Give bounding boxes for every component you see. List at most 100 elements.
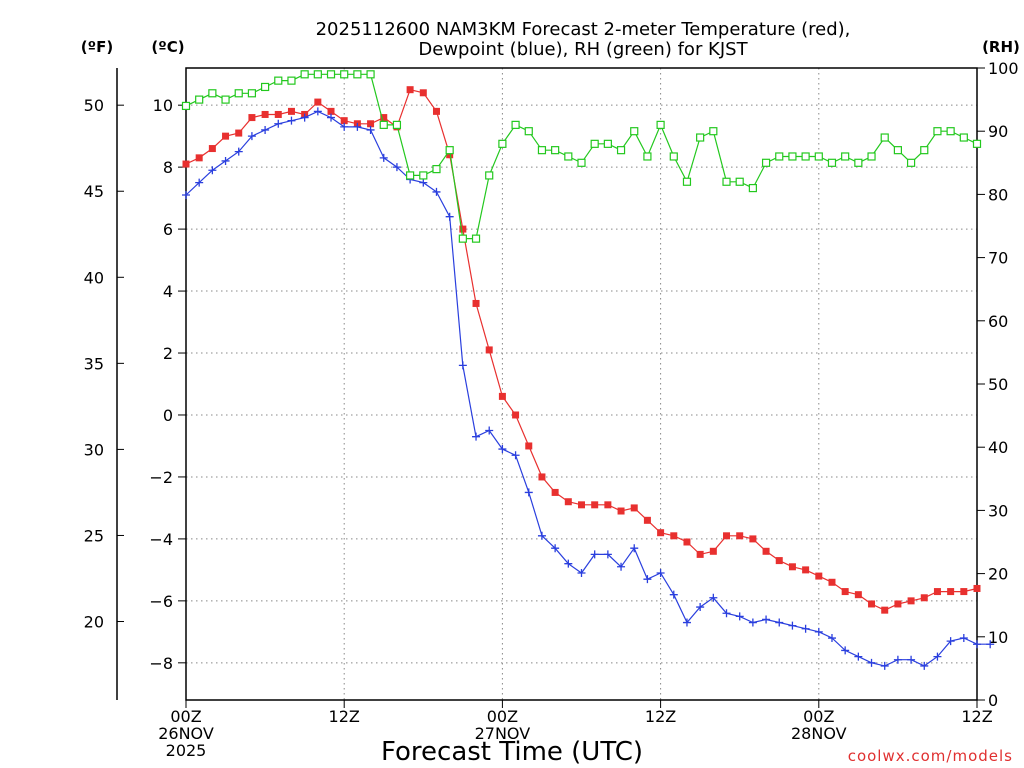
rh-point <box>274 76 283 85</box>
temperature-point <box>947 588 955 596</box>
dewpoint-point <box>696 603 705 612</box>
dewpoint-point <box>907 655 916 664</box>
rh-tick-label: 80 <box>988 185 1008 204</box>
celsius-tick-label: 6 <box>163 220 173 239</box>
rh-point <box>208 89 217 98</box>
temperature-point <box>643 516 651 524</box>
temperature-point <box>788 563 796 571</box>
rh-point <box>643 152 652 161</box>
axis-ticks: 1086420−2−4−6−85045403530252010090807060… <box>84 59 1019 760</box>
rh-point <box>933 127 942 136</box>
time-tick-label: 28NOV <box>791 724 847 743</box>
temperature-point <box>920 594 928 602</box>
temperature-point <box>512 411 520 419</box>
dewpoint-point <box>669 590 678 599</box>
rh-tick-label: 0 <box>988 691 998 710</box>
temperature-point <box>472 299 480 307</box>
temperature-point <box>723 532 731 540</box>
dewpoint-point <box>524 488 533 497</box>
fahrenheit-unit-label: (ºF) <box>81 38 113 56</box>
temperature-line <box>185 88 978 611</box>
temperature-point <box>182 160 190 168</box>
rh-point <box>458 234 467 243</box>
dewpoint-point <box>353 122 362 131</box>
dewpoint-point <box>300 113 309 122</box>
fahrenheit-tick-label: 30 <box>84 440 104 459</box>
credit-link[interactable]: coolwx.com/models <box>848 747 1013 765</box>
rh-point <box>195 95 204 104</box>
dewpoint-point <box>379 153 388 162</box>
rh-tick-label: 60 <box>988 312 1008 331</box>
dewpoint-point <box>313 107 322 116</box>
temperature-point <box>683 538 691 546</box>
dewpoint-point <box>564 559 573 568</box>
rh-point <box>656 120 665 129</box>
rh-point <box>261 82 270 92</box>
time-tick-label: 26NOV <box>158 724 214 743</box>
time-tick-label: 2025 <box>166 741 207 760</box>
dewpoint-point <box>445 212 454 221</box>
dewpoint-point <box>327 113 336 122</box>
dewpoint-point <box>590 550 599 559</box>
dewpoint-point <box>959 634 968 643</box>
dewpoint-point <box>920 661 929 670</box>
temperature-point <box>222 132 230 140</box>
rh-point <box>300 70 309 79</box>
rh-point <box>234 89 243 98</box>
rh-point <box>392 120 402 129</box>
rh-point <box>379 120 388 129</box>
rh-point <box>181 101 191 111</box>
rh-point <box>366 70 375 79</box>
dewpoint-point <box>841 646 850 655</box>
temperature-point <box>564 498 572 506</box>
rh-point <box>722 177 731 186</box>
temperature-point <box>432 107 440 115</box>
rh-tick-label: 20 <box>988 565 1008 584</box>
dewpoint-point <box>814 627 823 636</box>
time-tick-label: 12Z <box>961 707 992 726</box>
rh-point <box>735 177 744 186</box>
temperature-point <box>894 600 902 608</box>
rh-point <box>761 158 771 167</box>
dewpoint-point <box>643 575 652 584</box>
rh-point <box>485 171 494 180</box>
dewpoint-point <box>195 178 204 187</box>
celsius-unit-label: (ºC) <box>151 38 184 56</box>
temperature-point <box>670 532 678 540</box>
dewpoint-point <box>234 147 243 156</box>
rh-tick-label: 100 <box>988 59 1019 78</box>
rh-point <box>326 70 336 79</box>
temperature-point <box>868 600 876 608</box>
dewpoint-line <box>185 110 991 667</box>
dewpoint-point <box>261 125 270 134</box>
time-tick-label: 27NOV <box>475 724 531 743</box>
rh-point <box>669 152 678 161</box>
temperature-point <box>208 145 216 153</box>
dewpoint-point <box>775 618 784 627</box>
temperature-point <box>367 120 375 128</box>
time-tick-label: 00Z <box>803 707 834 726</box>
temperature-point <box>815 572 823 580</box>
dewpoint-point <box>682 618 691 627</box>
rh-point <box>340 70 349 79</box>
rh-tick-label: 40 <box>988 438 1008 457</box>
rh-point <box>551 146 560 155</box>
time-tick-label: 00Z <box>170 707 201 726</box>
dewpoint-point <box>933 652 942 661</box>
celsius-tick-label: 8 <box>163 158 173 177</box>
dewpoint-point <box>986 640 995 649</box>
rh-point <box>880 133 889 142</box>
dewpoint-point <box>617 562 626 571</box>
rh-point <box>445 146 454 155</box>
rh-point <box>630 127 639 136</box>
rh-point <box>709 127 718 136</box>
temperature-point <box>630 504 638 512</box>
time-tick-label: 12Z <box>645 707 676 726</box>
chart-title-line-2: Dewpoint (blue), RH (green) for KJST <box>418 39 748 60</box>
dewpoint-point <box>735 612 744 621</box>
chart-title-line-1: 2025112600 NAM3KM Forecast 2-meter Tempe… <box>316 19 851 40</box>
rh-point <box>616 146 626 155</box>
temperature-point <box>380 114 388 122</box>
rh-point <box>748 183 757 193</box>
dewpoint-point <box>392 163 401 172</box>
